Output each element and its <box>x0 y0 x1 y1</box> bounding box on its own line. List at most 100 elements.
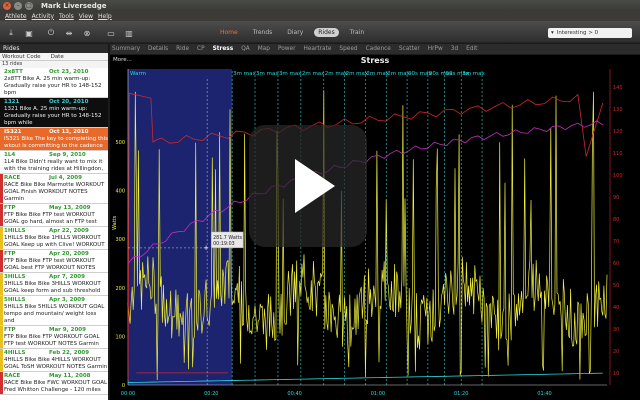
video-play-button[interactable] <box>249 125 367 247</box>
ride-list-item[interactable]: FTP May 13, 2009 FTP Bike Bike FTP test WO… <box>0 204 108 227</box>
tab-qa[interactable]: QA <box>241 46 250 52</box>
ride-list: 2x8TT Oct 23, 2010 2x8TT Bike A. 25 min wa… <box>0 68 108 395</box>
ride-color-strip <box>0 372 3 394</box>
ride-code: RACE <box>4 175 21 181</box>
ride-color-strip <box>0 296 3 325</box>
more-menu-button[interactable]: More... <box>113 57 132 63</box>
close-window-button[interactable]: × <box>3 1 11 10</box>
tab-heartrate[interactable]: Heartrate <box>303 46 332 52</box>
interval-label: 90s max <box>429 71 453 77</box>
maximize-window-button[interactable]: □ <box>25 1 33 10</box>
tab-ride[interactable]: Ride <box>176 46 190 52</box>
ride-list-item[interactable]: 1321 Oct 20, 2010 1321 Bike A. 25 min warm… <box>0 98 108 128</box>
interval-label: 2m max <box>325 71 348 77</box>
column-header-date[interactable]: Date <box>50 54 64 60</box>
right-tick-label: 20 <box>613 349 619 355</box>
menu-activity[interactable]: Activity <box>31 12 55 20</box>
view-tab-trends[interactable]: Trends <box>252 29 273 36</box>
tab-summary[interactable]: Summary <box>112 46 141 52</box>
ride-date: May 13, 2009 <box>49 205 91 211</box>
power-icon[interactable]: ⏻ <box>47 28 55 37</box>
ride-notes: 2x8TT Bike A. 25 min warm-up: Gradually … <box>4 76 102 96</box>
right-tick-label: 130 <box>613 107 623 113</box>
window-title: Mark Liversedge <box>41 1 107 10</box>
title-bar: × – □ Mark Liversedge <box>0 0 640 11</box>
ride-list-item[interactable]: RACE May 11, 2008 RACE Bike Bike FWC WORKO… <box>0 372 108 395</box>
tab-map[interactable]: Map <box>257 46 270 52</box>
ride-list-item[interactable]: 1HILLS Apr 22, 2009 1HILLS Bike Bike 1HILL… <box>0 227 108 250</box>
menu-tools[interactable]: Tools <box>59 12 74 20</box>
ride-list-item[interactable]: FTP Apr 20, 2009 FTP Bike Bike FTP test WO… <box>0 250 108 273</box>
x-tick-label: 00:20 <box>204 391 218 397</box>
ride-date: Apr 22, 2009 <box>49 228 89 234</box>
ride-color-strip <box>0 250 3 272</box>
ride-list-item[interactable]: 5HILLS Apr 3, 2009 5HILLS Bike 5HILLS WORK… <box>0 296 108 326</box>
menu-view[interactable]: View <box>78 12 94 20</box>
cursor-watts-label: 281.7 Watts <box>213 235 242 241</box>
right-tick-label: 30 <box>613 327 619 333</box>
y-axis-label: Watts <box>112 215 118 230</box>
interval-label: 2m max <box>302 71 325 77</box>
ride-code: IS321 <box>4 129 22 135</box>
toggle-sidebar-icon[interactable]: ▭ <box>107 28 115 38</box>
warmup-interval-band <box>128 69 233 385</box>
tab-edit[interactable]: Edit <box>466 46 478 52</box>
menu-athlete[interactable]: Athlete <box>5 12 27 20</box>
ride-code: 5HILLS <box>4 297 26 303</box>
ride-list-item[interactable]: FTP Mar 9, 2009 FTP Bike Bike FTP WORKOUT … <box>0 326 108 349</box>
ride-date: Jul 4, 2009 <box>49 175 82 181</box>
view-tab-rides[interactable]: Rides <box>314 28 339 37</box>
interval-label: 3m max <box>233 71 256 77</box>
ride-list-item[interactable]: IS321 Oct 13, 2010 IS321 Bike The key to c… <box>0 128 108 151</box>
view-tab-train[interactable]: Train <box>349 29 365 36</box>
tab-cadence[interactable]: Cadence <box>365 46 391 52</box>
search-filter-input[interactable]: ▾ Interesting > 0 <box>548 28 632 38</box>
tab-power[interactable]: Power <box>277 46 296 52</box>
tab-scatter[interactable]: Scatter <box>398 46 420 52</box>
y-tick-label: 500 <box>115 140 125 146</box>
ride-notes: 1L4 Bike Didn't really want to mix it wi… <box>4 159 104 172</box>
right-tick-label: 140 <box>613 85 623 91</box>
play-icon <box>295 159 335 213</box>
right-tick-label: 60 <box>613 261 619 267</box>
menu-help[interactable]: Help <box>98 12 112 20</box>
ride-code: FTP <box>4 205 16 211</box>
tab-hrpw[interactable]: HrPw <box>427 46 443 52</box>
download-icon[interactable]: ⤓ <box>9 28 13 37</box>
tab-stress[interactable]: Stress <box>212 46 234 52</box>
minimize-window-button[interactable]: – <box>14 1 22 10</box>
menu-bar: Athlete Activity Tools View Help <box>0 11 640 21</box>
ride-list-item[interactable]: 3HILLS Apr 7, 2009 3HILLS Bike Bike 3HILLS… <box>0 273 108 296</box>
right-tick-label: 90 <box>613 195 619 201</box>
tab-speed[interactable]: Speed <box>339 46 358 52</box>
ride-color-strip <box>0 174 3 203</box>
filter-text: Interesting > 0 <box>556 30 599 36</box>
column-header-code[interactable]: Workout Code <box>2 54 41 60</box>
split-icon[interactable]: ⇹ <box>65 28 73 38</box>
view-tab-diary[interactable]: Diary <box>287 29 304 36</box>
delete-icon[interactable]: ⊗ <box>83 28 91 38</box>
ride-list-item[interactable]: 4HILLS Feb 22, 2009 4HILLS Bike Bike 4HILL… <box>0 349 108 372</box>
right-tick-label: 70 <box>613 239 619 245</box>
cursor-cross-icon: + <box>203 244 209 252</box>
ride-list-item[interactable]: RACE Jul 4, 2009 RACE Bike Bike Marmotte W… <box>0 174 108 204</box>
ride-color-strip <box>0 128 3 150</box>
layout-icon[interactable]: ▥ <box>125 28 133 38</box>
interval-label: 90s max <box>446 71 470 77</box>
tab-details[interactable]: Details <box>148 46 169 52</box>
save-icon[interactable]: ▣ <box>25 28 33 38</box>
tab-3d[interactable]: 3d <box>450 46 459 52</box>
ride-notes: 1HILLS Bike Bike 1HILLS WORKOUT GOAL Kee… <box>4 235 105 248</box>
x-tick-label: 01:40 <box>537 391 551 397</box>
ride-notes: FTP Bike Bike FTP test WORKOUT GOAL best… <box>4 258 96 271</box>
ride-color-strip <box>0 227 3 249</box>
tab-cp[interactable]: CP <box>197 46 205 52</box>
ride-list-item[interactable]: 2x8TT Oct 23, 2010 2x8TT Bike A. 25 min wa… <box>0 68 108 98</box>
ride-notes: 4HILLS Bike Bike 4HILLS WORKOUT GOAL ToS… <box>4 357 108 370</box>
ride-list-item[interactable]: 1L4 Sep 9, 2010 1L4 Bike Didn't really wan… <box>0 151 108 174</box>
stress-chart-panel: Warm 3m max 3m max 3m max 2m max 2m max 2m max… <box>110 55 640 400</box>
view-tab-home[interactable]: Home <box>220 29 238 36</box>
stress-series-line <box>127 92 604 381</box>
